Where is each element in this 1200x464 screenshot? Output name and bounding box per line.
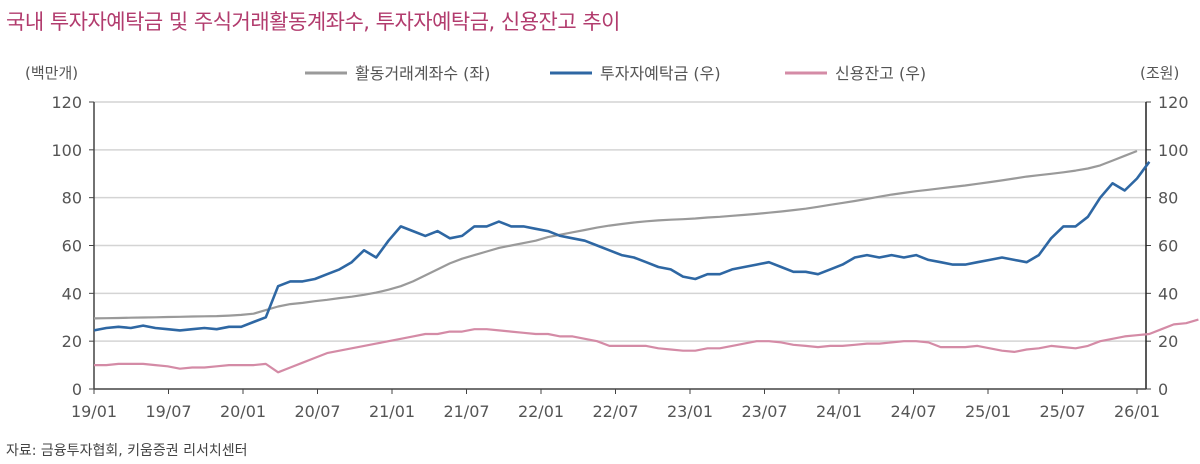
chart-title: 국내 투자자예탁금 및 주식거래활동계좌수, 투자자예탁금, 신용잔고 추이	[6, 10, 621, 34]
x-tick-label: 22/07	[592, 402, 638, 421]
series-line-2	[94, 318, 1199, 374]
right-tick-label: 80	[1158, 189, 1178, 208]
x-tick-label: 22/01	[518, 402, 564, 421]
source-note: 자료: 금융투자협회, 키움증권 리서치센터	[6, 443, 248, 459]
x-tick-label: 19/01	[71, 402, 117, 421]
x-tick-label: 24/01	[816, 402, 862, 421]
x-tick-label: 21/07	[443, 402, 489, 421]
right-tick-label: 20	[1158, 332, 1178, 351]
left-axis-unit: (백만개)	[25, 64, 78, 82]
left-tick-label: 20	[62, 332, 82, 351]
x-tick-label: 21/01	[369, 402, 415, 421]
x-tick-label: 25/01	[965, 402, 1011, 421]
right-tick-label: 120	[1158, 93, 1189, 112]
x-tick-label: 23/07	[741, 402, 787, 421]
x-tick-label: 20/07	[294, 402, 340, 421]
left-tick-label: 80	[62, 189, 82, 208]
x-tick-label: 26/01	[1114, 402, 1160, 421]
right-tick-label: 100	[1158, 141, 1189, 160]
right-axis-unit: (조원)	[1140, 64, 1179, 82]
left-tick-label: 0	[72, 380, 82, 399]
left-tick-label: 100	[51, 141, 82, 160]
right-tick-label: 60	[1158, 237, 1178, 256]
left-tick-label: 40	[62, 284, 82, 303]
left-tick-label: 120	[51, 93, 82, 112]
legend-label-1: 투자자예탁금 (우)	[600, 64, 721, 83]
right-tick-label: 0	[1158, 380, 1168, 399]
x-tick-label: 24/07	[890, 402, 936, 421]
x-tick-label: 23/01	[667, 402, 713, 421]
x-tick-label: 20/01	[220, 402, 266, 421]
right-tick-label: 40	[1158, 284, 1178, 303]
left-tick-label: 60	[62, 237, 82, 256]
x-tick-label: 25/07	[1039, 402, 1085, 421]
x-tick-label: 19/07	[145, 402, 191, 421]
legend-label-2: 신용잔고 (우)	[835, 64, 926, 83]
series-line-1	[93, 161, 1151, 332]
legend-label-0: 활동거래계좌수 (좌)	[355, 64, 490, 83]
